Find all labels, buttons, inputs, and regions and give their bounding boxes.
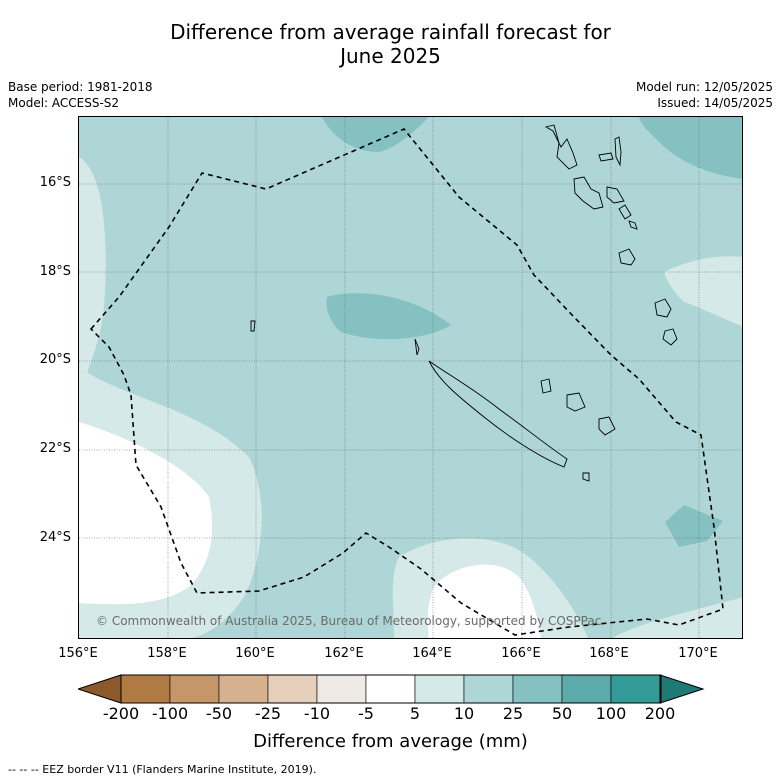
graticule <box>79 117 742 638</box>
map-canvas <box>79 117 742 638</box>
colorbar-cell <box>267 674 318 704</box>
rainfall-zone-25-50-southeast <box>665 505 723 547</box>
colorbar-cell <box>218 674 269 704</box>
lat-label-24s: 24°S <box>39 530 71 545</box>
lon-label-170e: 170°E <box>678 646 718 661</box>
island-ambae <box>598 152 614 162</box>
island-tanna <box>662 328 678 346</box>
title-line-2: June 2025 <box>340 44 441 68</box>
colorbar-cells <box>78 674 705 704</box>
colorbar-cell <box>610 674 661 704</box>
colorbar-tick-label: -25 <box>254 704 282 723</box>
island-ouvea <box>540 378 552 394</box>
colorbar-cell <box>169 674 220 704</box>
eez-border <box>89 128 724 636</box>
colorbar-extend-high <box>659 674 705 704</box>
rainfall-zone-neutral-south <box>427 564 541 638</box>
rainfall-zone-25-50-northeast <box>639 117 742 179</box>
rainfall-zone-5-10-southeast <box>612 597 742 638</box>
colorbar-tick-label: -10 <box>303 704 331 723</box>
colorbar-title: Difference from average (mm) <box>253 731 528 752</box>
island-lifou <box>566 392 586 412</box>
colorbar-tick-label: -200 <box>102 704 140 723</box>
lat-label-20s: 20°S <box>39 352 71 367</box>
meta-left: Base period: 1981-2018 Model: ACCESS-S2 <box>8 79 153 111</box>
lon-label-156e: 156°E <box>58 646 98 661</box>
colorbar-tick-label: -50 <box>205 704 233 723</box>
island-maewo <box>614 136 622 167</box>
map-panel <box>78 116 743 639</box>
island-mare <box>598 416 616 436</box>
colorbar-cell <box>120 674 171 704</box>
rainfall-zone-5-10-east <box>664 256 742 327</box>
model-name: Model: ACCESS-S2 <box>8 96 120 110</box>
island-efate <box>618 248 636 266</box>
island-erromango <box>654 298 672 318</box>
island-ile-des-pins <box>582 472 590 482</box>
colorbar-tick-label: 5 <box>409 704 421 723</box>
colorbar-cell <box>463 674 514 704</box>
copyright-notice: © Commonwealth of Australia 2025, Bureau… <box>96 614 602 628</box>
island-shepherds <box>628 220 638 230</box>
island-malakula <box>573 176 604 210</box>
colorbar-tick-label: 100 <box>595 704 627 723</box>
map-title: Difference from average rainfall forecas… <box>0 20 781 68</box>
lon-label-162e: 162°E <box>324 646 364 661</box>
colorbar-tick-label: -100 <box>151 704 189 723</box>
colorbar-extend-low <box>78 674 122 704</box>
island-epi <box>618 204 632 220</box>
lon-label-166e: 166°E <box>501 646 541 661</box>
island-espiritu-santo <box>544 124 578 170</box>
lon-label-158e: 158°E <box>147 646 187 661</box>
colorbar-cell <box>561 674 612 704</box>
lat-label-16s: 16°S <box>39 175 71 190</box>
meta-right: Model run: 12/05/2025 Issued: 14/05/2025 <box>636 79 773 111</box>
lon-label-168e: 168°E <box>589 646 629 661</box>
colorbar-tick-label: 200 <box>644 704 676 723</box>
rainfall-zone-25-50-central <box>326 293 451 340</box>
colorbar-tick-label: 25 <box>502 704 524 723</box>
lat-label-18s: 18°S <box>39 264 71 279</box>
issued-date: Issued: 14/05/2025 <box>657 96 773 110</box>
rainfall-zone-5-10-west-top <box>79 157 106 417</box>
base-period: Base period: 1981-2018 <box>8 80 153 94</box>
colorbar-tick-label: -5 <box>358 704 374 723</box>
island-grande-terre <box>428 360 568 468</box>
colorbar-cell <box>316 674 367 704</box>
island-ambrym <box>606 186 625 204</box>
lat-label-22s: 22°S <box>39 441 71 456</box>
rainfall-zone-25-50-north <box>322 117 429 152</box>
lon-label-164e: 164°E <box>412 646 452 661</box>
model-run: Model run: 12/05/2025 <box>635 80 773 94</box>
colorbar <box>78 674 705 704</box>
island-small-west <box>250 320 256 332</box>
colorbar-cell <box>512 674 563 704</box>
colorbar-cell <box>414 674 465 704</box>
colorbar-outline <box>120 674 662 704</box>
colorbar-tick-label: 10 <box>453 704 475 723</box>
title-line-1: Difference from average rainfall forecas… <box>170 20 611 44</box>
lon-label-160e: 160°E <box>235 646 275 661</box>
colorbar-cell <box>365 674 416 704</box>
island-belep <box>414 338 420 356</box>
colorbar-tick-label: 50 <box>551 704 573 723</box>
eez-footnote: -- -- -- EEZ border V11 (Flanders Marine… <box>8 763 317 776</box>
coastlines <box>250 124 678 482</box>
